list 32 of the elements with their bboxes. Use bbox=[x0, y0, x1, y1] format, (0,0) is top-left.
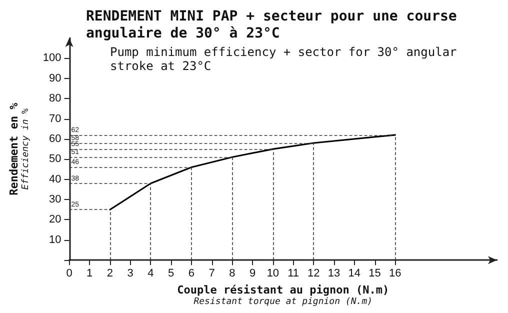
x-tick-label: 6 bbox=[188, 268, 195, 280]
text: Pump minimum efficiency + sector for 30° angular stroke at 23°C bbox=[110, 45, 464, 73]
x-tick-label: 7 bbox=[208, 268, 215, 280]
x-axis-title: Couple résistant au pignon (N.m) Resistant torque at pignion (N.m) bbox=[177, 284, 390, 307]
x-tick-label: 10 bbox=[266, 268, 280, 280]
x-tick-label: 16 bbox=[389, 268, 402, 280]
y-tick-label: 10 bbox=[49, 234, 62, 246]
y-tick-label: 30 bbox=[49, 194, 62, 206]
y-axis-title: Rendement en % Efficiency in % bbox=[8, 102, 31, 196]
x-tick-label: 12 bbox=[308, 268, 320, 280]
x-tick-label: 3 bbox=[127, 268, 134, 280]
y-tick-label: 80 bbox=[49, 92, 62, 105]
x-tick-label: 9 bbox=[250, 268, 256, 280]
x-tick-label: 11 bbox=[288, 268, 300, 280]
y-tick-label: 90 bbox=[49, 72, 62, 84]
x-tick-label: 2 bbox=[106, 268, 114, 280]
y-tick-label: 40 bbox=[49, 173, 62, 186]
x-tick-label: 13 bbox=[328, 268, 340, 280]
chart-title: RENDEMENT MINI PAP + secteur pour une course angulaire de 30° à 23°C bbox=[86, 8, 466, 42]
x-tick-label: 0 bbox=[66, 268, 72, 280]
x-tick-label: 14 bbox=[348, 268, 361, 280]
y-tick-label: 50 bbox=[49, 153, 62, 166]
y-tick-label: 100 bbox=[42, 52, 62, 64]
x-tick-label: 1 bbox=[86, 268, 93, 280]
line-series bbox=[109, 134, 396, 210]
y-tick-label: 60 bbox=[49, 132, 62, 145]
x-tick-label: 8 bbox=[229, 268, 236, 280]
x-tick-label: 15 bbox=[368, 268, 381, 280]
y-tick-label: 20 bbox=[49, 214, 62, 226]
x-tick-label: 4 bbox=[148, 268, 154, 280]
y-tick-label: 70 bbox=[49, 112, 62, 125]
x-tick-label: 5 bbox=[168, 268, 174, 280]
